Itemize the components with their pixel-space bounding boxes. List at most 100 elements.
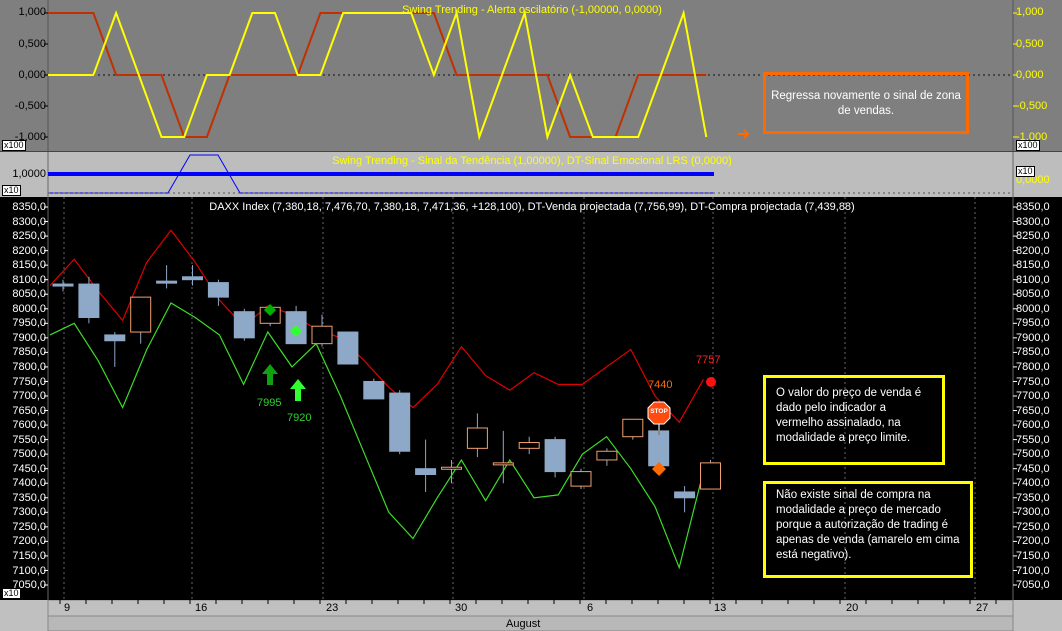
candlestick[interactable] (389, 390, 411, 455)
candlestick[interactable] (700, 459, 721, 490)
candle-body-bull (518, 442, 540, 449)
candlestick[interactable] (78, 276, 100, 324)
price-axis-label: 7150,0 (12, 549, 46, 562)
candlestick[interactable] (207, 279, 229, 306)
candle-body-bear (389, 392, 411, 452)
candle-body-bull (441, 466, 462, 470)
osc-title: Swing Trending - Alerta oscilatório (-1,… (402, 4, 662, 16)
price-right-label: 7800,0 (1016, 360, 1050, 373)
candle-body-bull (130, 296, 152, 333)
candle-body-bear (674, 491, 696, 499)
price-axis-label: 7200,0 (12, 535, 46, 548)
price-right-label: 7550,0 (1016, 433, 1050, 446)
candlestick[interactable] (285, 305, 307, 345)
candle-body-bear (78, 283, 100, 318)
price-axis-label: 7900,0 (12, 331, 46, 344)
date-label: 27 (976, 602, 989, 614)
trend-svg (47, 152, 1014, 197)
osc-right-label: 0,500 (1016, 38, 1044, 50)
price-right-label: 7050,0 (1016, 579, 1050, 591)
candlestick[interactable] (441, 459, 462, 484)
price-right-label: 7750,0 (1016, 375, 1050, 388)
price-axis-label: 7350,0 (12, 491, 46, 504)
candlestick[interactable] (596, 448, 618, 466)
price-axis-label: 7750,0 (12, 375, 46, 388)
price-axis-label: 7450,0 (12, 462, 46, 475)
price-right-label: 7950,0 (1016, 317, 1050, 330)
price-label-7757: 7757 (696, 354, 721, 366)
date-axis-svg (47, 600, 1014, 631)
price-axis-label: 8000,0 (12, 302, 46, 315)
trend-scale-tag[interactable]: x10 (2, 185, 21, 196)
candlestick[interactable] (104, 332, 126, 367)
price-right-label: 7300,0 (1016, 506, 1050, 519)
candlestick[interactable] (363, 378, 385, 400)
no-buy-callout: Não existe sinal de compra na modalidade… (763, 481, 973, 578)
price-axis-label: 7250,0 (12, 520, 46, 533)
candlestick[interactable] (570, 468, 592, 490)
price-right-label: 7250,0 (1016, 520, 1050, 533)
osc-scale-tag[interactable]: x100 (2, 140, 26, 151)
price-right-label: 8250,0 (1016, 230, 1050, 243)
stop-sign-label: STOP (650, 408, 668, 415)
osc-callout: Regressa novamente o sinal de zona de ve… (763, 72, 969, 134)
candlestick[interactable] (674, 486, 696, 513)
candle-body-bear (648, 430, 670, 467)
price-axis-label: 8350,0 (12, 201, 46, 213)
date-label: 16 (195, 602, 208, 614)
date-label: 23 (326, 602, 339, 614)
price-right-label: 8050,0 (1016, 288, 1050, 301)
price-axis-label: 8050,0 (12, 288, 46, 301)
candlestick[interactable] (415, 439, 437, 492)
price-scale-tag[interactable]: x10 (2, 588, 21, 599)
price-axis-label: 7550,0 (12, 433, 46, 446)
price-right-label: 7200,0 (1016, 535, 1050, 548)
candlestick[interactable] (337, 331, 359, 365)
candlestick[interactable] (622, 418, 644, 440)
osc-axis-label: 1,000 (18, 6, 46, 18)
trend-right-scale-tag[interactable]: x10 (1016, 166, 1035, 177)
price-right-label: 7600,0 (1016, 419, 1050, 432)
price-right-label: 8300,0 (1016, 215, 1050, 228)
candle-body-bear (104, 334, 126, 342)
candlestick[interactable] (466, 413, 488, 458)
osc-right-scale-tag[interactable]: x100 (1016, 140, 1040, 151)
price-right-label: 7700,0 (1016, 390, 1050, 402)
price-axis-label: 8100,0 (12, 273, 46, 286)
oscillator-pane: Swing Trending - Alerta oscilatório (-1,… (0, 0, 1062, 151)
buy-arrow-icon (262, 364, 278, 385)
osc-red-line (48, 12, 707, 138)
candle-body-bear (207, 282, 229, 298)
price-right-label: 7400,0 (1016, 477, 1050, 490)
price-axis-label: 7500,0 (12, 448, 46, 461)
candlestick[interactable] (492, 430, 514, 484)
price-axis-label: 7650,0 (12, 404, 46, 417)
candlestick[interactable] (311, 314, 333, 347)
price-axis-label: 7050,0 (12, 579, 46, 591)
candlestick[interactable] (52, 279, 74, 292)
price-axis-label: 8150,0 (12, 259, 46, 272)
sell-price-callout: O valor do preço de venda é dado pelo in… (763, 375, 945, 465)
buy-arrow-icon (290, 379, 306, 401)
candlestick[interactable] (544, 436, 566, 478)
price-right-label: 7450,0 (1016, 462, 1050, 475)
stop-sign-icon (647, 401, 671, 425)
trend-pane: Swing Trending - Sinal da Tendência (1,0… (0, 151, 1062, 198)
candle-body-bull (596, 450, 618, 461)
candlestick[interactable] (130, 296, 152, 344)
candle-body-bear (233, 311, 255, 339)
candlestick[interactable] (518, 436, 540, 455)
candlestick[interactable] (156, 265, 178, 289)
candle-body-bull (466, 427, 488, 449)
orange-diamond-icon (652, 462, 666, 476)
price-right-label: 7650,0 (1016, 404, 1050, 417)
candle-body-bear (544, 439, 566, 473)
price-right-label: 8200,0 (1016, 244, 1050, 257)
month-label: August (506, 618, 541, 630)
osc-yellow-line (48, 9, 708, 141)
osc-axis-label: 0,000 (18, 69, 46, 81)
price-right-label: 7150,0 (1016, 549, 1050, 562)
date-month-row (47, 615, 1014, 631)
candlestick[interactable] (233, 308, 255, 341)
candlestick[interactable] (182, 265, 203, 286)
